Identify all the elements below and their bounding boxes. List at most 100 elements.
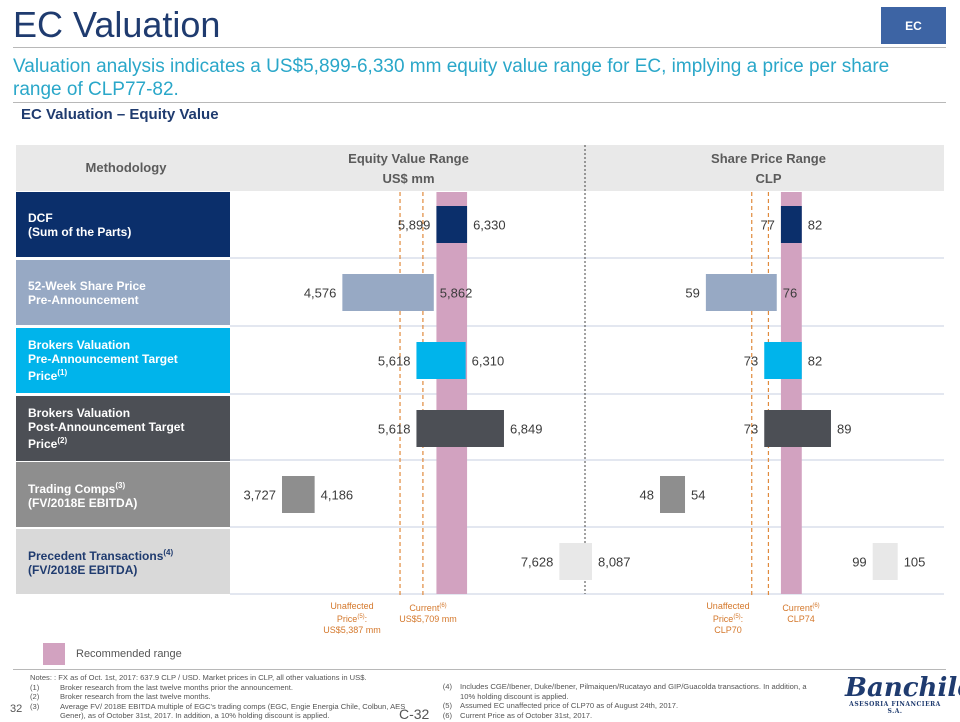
marker-text: Current [409,603,440,613]
marker-text: : [740,614,744,624]
equity-high-label: 6,310 [472,354,505,369]
marker-text: Unaffected [706,601,750,611]
subtitle: Valuation analysis indicates a US$5,899-… [13,56,890,100]
marker-text: Price [336,614,358,624]
footnote-ref: (5) [733,614,741,620]
row-label-line: Price [28,437,58,451]
price-high-label: 82 [808,354,822,369]
equity-low-label: 5,618 [378,354,411,369]
equity-low-label: 5,618 [378,422,411,437]
price-recommended-band [780,192,802,594]
row-label-line: Pre-Announcement [28,292,139,307]
price-low-label: 77 [760,218,774,233]
footnote-number: (4) [442,682,452,691]
row-label-trading-comps: Trading Comps(3) (FV/2018E EBITDA) [16,462,230,527]
equity-bar [342,274,434,311]
price-high-label: 105 [904,555,926,570]
footnote-text: Broker research from the last twelve mon… [60,692,211,701]
marker-text: US$5,387 mm [323,625,381,635]
equity-bar [282,476,315,513]
marker-text: US$5,709 mm [399,614,457,624]
footnote: (5) Assumed EC unaffected price of CLP70 … [428,701,816,711]
legend-label: Recommended range [76,648,182,660]
subtitle-divider [13,102,946,103]
footnote-number: (1) [30,682,40,692]
equity-bar [436,206,468,243]
row-label-line: DCF [28,210,53,225]
price-bar [764,342,802,379]
footnote-ref: (3) [115,481,126,490]
footnote-ref: (1) [57,368,68,377]
equity-high-label: 6,330 [473,218,506,233]
price-bar [660,476,686,513]
price-bar [780,206,802,243]
equity-recommended-band [436,192,468,594]
price-unaffected-label: Unaffected Price(5): CLP70 [690,601,766,636]
section-tag: EC [881,7,946,44]
footnote-number: (6) [442,710,452,720]
marker-text: Price [712,614,734,624]
banchile-logo: Banchile ASESORIA FINANCIERA S.A. [845,673,960,715]
equity-low-label: 3,727 [243,488,276,503]
row-label-line: (FV/2018E EBITDA) [28,563,138,577]
notes-right: (4) Includes CGE/Ibener, Duke/Ibener, Pil… [428,682,816,720]
row-label-brokers-pre: Brokers Valuation Pre-Announcement Target… [16,328,230,393]
price-low-label: 59 [685,286,699,301]
row-label-52-week: 52-Week Share Price Pre-Announcement [16,260,230,325]
table-header: Methodology Equity Value Range US$ mm Sh… [16,145,944,191]
price-low-label: 48 [640,488,654,503]
footnote: (1) Broker research from the last twelve … [30,683,430,693]
row-label-line: Brokers Valuation [28,338,131,352]
price-high-label: 89 [837,422,851,437]
row-label-line: Brokers Valuation [28,406,131,420]
footnote-ref: (6) [812,603,820,609]
price-high-label: 76 [783,286,797,301]
footnote-text: Broker research from the last twelve mon… [60,682,293,692]
price-high-label: 54 [691,488,705,503]
footnote-text: Assumed EC unaffected price of CLP70 as … [460,701,679,710]
footnote-ref: (5) [357,614,365,620]
footnote: (6) Current Price as of October 31st, 201… [428,711,816,721]
price-header-title: Share Price Range [711,151,826,166]
footnote-text: Includes CGE/Ibener, Duke/Ibener, Pilmai… [460,682,807,701]
equity-current-label: Current(6) US$5,709 mm [388,601,468,625]
footnote: (4) Includes CGE/Ibener, Duke/Ibener, Pil… [428,682,816,701]
footnote-number: (3) [30,701,40,711]
equity-high-label: 8,087 [598,555,631,570]
price-low-label: 99 [852,555,866,570]
equity-high-label: 5,862 [440,286,473,301]
equity-bar [559,543,592,580]
footnote-ref: (6) [439,603,447,609]
footnote-number: (2) [30,692,40,701]
section-title: EC Valuation – Equity Value [21,106,219,123]
price-header-unit: CLP [755,171,782,186]
row-label-line: Price [28,369,58,383]
marker-text: CLP70 [714,625,742,635]
row-label-line: Precedent Transactions [28,549,164,563]
footnote-text: Current Price as of October 31st, 2017. [460,710,593,720]
row-label-line: (FV/2018E EBITDA) [28,496,138,510]
footnote-number: (5) [442,701,452,710]
marker-text: Current [782,603,813,613]
footnote: (2) Broker research from the last twelve … [30,692,430,702]
logo-name: Banchile [845,673,960,703]
footnote-ref: (2) [57,436,68,445]
row-label-line: Trading Comps [28,482,116,496]
price-high-label: 82 [808,218,822,233]
footnote-text: Average FV/ 2018E EBITDA multiple of EGC… [60,701,406,721]
equity-high-label: 4,186 [321,488,354,503]
price-bar [764,410,831,447]
equity-high-label: 6,849 [510,422,543,437]
legend-swatch [43,643,65,665]
methodology-header: Methodology [85,160,167,175]
page-title: EC Valuation [13,4,221,45]
notes-left: Notes: : FX as of Oct. 1st, 2017: 637.9 … [30,673,430,721]
marker-text: : [364,614,368,624]
notes-divider [13,669,946,670]
row-label-line: Post-Announcement Target [28,420,185,434]
row-label-dcf: DCF (Sum of the Parts) [16,192,230,257]
equity-header: Equity Value Range US$ mm [316,149,501,189]
page-code: C-32 [399,706,430,722]
equity-header-title: Equity Value Range [348,151,469,166]
